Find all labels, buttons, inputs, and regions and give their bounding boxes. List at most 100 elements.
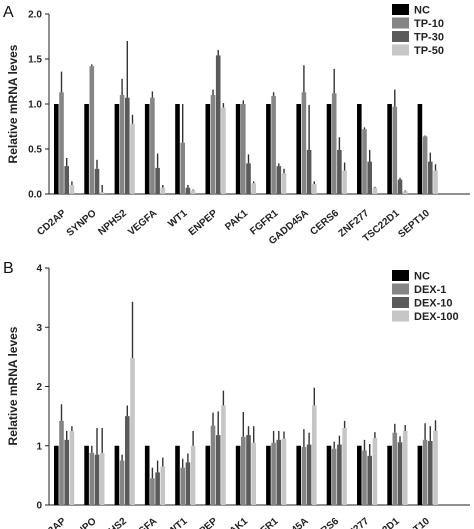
bar: [114, 445, 120, 505]
x-tick-label: PAK1: [223, 516, 250, 529]
y-axis-label: Relative mRNA leves: [6, 44, 20, 163]
bar: [114, 104, 120, 194]
bar: [175, 445, 180, 505]
bar: [271, 442, 276, 505]
y-tick-label: 1.5: [28, 55, 42, 66]
bar: [94, 454, 100, 505]
x-tick-label: VEGFA: [126, 208, 159, 238]
bar: [190, 190, 196, 194]
legend-label: TP-10: [414, 18, 444, 30]
bar: [246, 435, 251, 505]
x-tick-label: SYNPO: [65, 208, 99, 239]
legend-swatch: [392, 31, 409, 42]
x-tick-label: PAK1: [223, 208, 250, 233]
bar: [397, 442, 403, 505]
bar: [64, 166, 69, 194]
bar: [331, 93, 337, 194]
legend-label: NC: [414, 5, 430, 17]
bar: [99, 192, 105, 194]
bar: [251, 442, 256, 505]
legend-swatch: [392, 283, 409, 295]
bar: [402, 191, 408, 194]
bar: [337, 149, 342, 194]
legend-label: DEX-1: [414, 284, 446, 296]
bar: [342, 427, 347, 505]
x-tick-label: FGFR1: [248, 516, 281, 529]
x-tick-label: CERS6: [308, 208, 341, 238]
bar: [221, 405, 226, 505]
bar: [337, 444, 342, 505]
y-tick-label: 0: [36, 501, 42, 512]
bar: [215, 435, 221, 505]
bar: [402, 430, 408, 505]
bar: [185, 462, 191, 505]
bar: [392, 432, 398, 505]
bar: [119, 460, 125, 505]
bar: [160, 187, 166, 194]
bar: [205, 104, 211, 194]
legend-swatch: [392, 4, 409, 15]
legend-swatch: [392, 270, 409, 281]
bar: [266, 104, 271, 194]
bar: [69, 185, 75, 194]
bar: [221, 107, 226, 194]
bar: [190, 445, 196, 505]
bar: [125, 416, 130, 505]
bar: [160, 466, 166, 505]
bar: [422, 439, 428, 505]
x-tick-label: WT1: [166, 516, 190, 529]
bar: [69, 430, 75, 505]
x-tick-label: CERS6: [308, 516, 341, 529]
bar: [155, 472, 160, 505]
bar: [175, 104, 180, 194]
bar: [125, 97, 130, 194]
x-tick-label: SEPT10: [396, 516, 432, 529]
bar: [342, 170, 347, 194]
bar: [281, 173, 287, 194]
y-tick-label: 1.0: [28, 100, 42, 111]
bar: [89, 452, 95, 505]
legend-swatch: [392, 310, 409, 322]
bar: [367, 161, 372, 194]
bar: [331, 448, 337, 505]
x-tick-label: VEGFA: [126, 516, 159, 529]
legend-label: DEX-100: [414, 311, 459, 323]
bar: [99, 452, 105, 505]
y-axis-label: Relative mRNA leves: [6, 326, 20, 445]
bar: [306, 444, 312, 505]
bar: [266, 445, 271, 505]
chart-panel-b: 0 1 2 3 4 Relative mRNA leves CD2APSYNPONPHS2V…: [6, 264, 470, 529]
x-tick-label: SYNPO: [65, 516, 99, 529]
bar: [241, 104, 246, 194]
bar: [215, 55, 221, 195]
bar: [271, 95, 276, 194]
bar: [210, 95, 216, 194]
bar: [150, 97, 155, 194]
bar: [276, 439, 282, 505]
x-tick-label: NPHS2: [96, 208, 129, 238]
x-tick-label: ENPEP: [187, 516, 220, 529]
bar: [54, 104, 59, 194]
bar: [94, 168, 100, 194]
x-tick-label: WT1: [166, 208, 190, 230]
bar: [387, 445, 392, 505]
bar: [281, 438, 287, 505]
bar: [417, 104, 423, 194]
y-tick-label: 2: [36, 382, 42, 393]
bar: [387, 104, 392, 194]
bar: [144, 104, 150, 194]
bar: [89, 66, 95, 194]
y-tick-label: 2.0: [28, 10, 42, 21]
bar: [312, 405, 317, 505]
bar: [362, 450, 367, 505]
bar: [246, 163, 251, 194]
x-tick-label: CD2AP: [35, 516, 68, 529]
y-tick-label: 4: [36, 264, 42, 275]
bar: [155, 167, 160, 194]
y-tick-label: 0.5: [28, 145, 42, 156]
legend-label: TP-30: [414, 32, 444, 44]
legend-label: DEX-10: [414, 298, 453, 310]
